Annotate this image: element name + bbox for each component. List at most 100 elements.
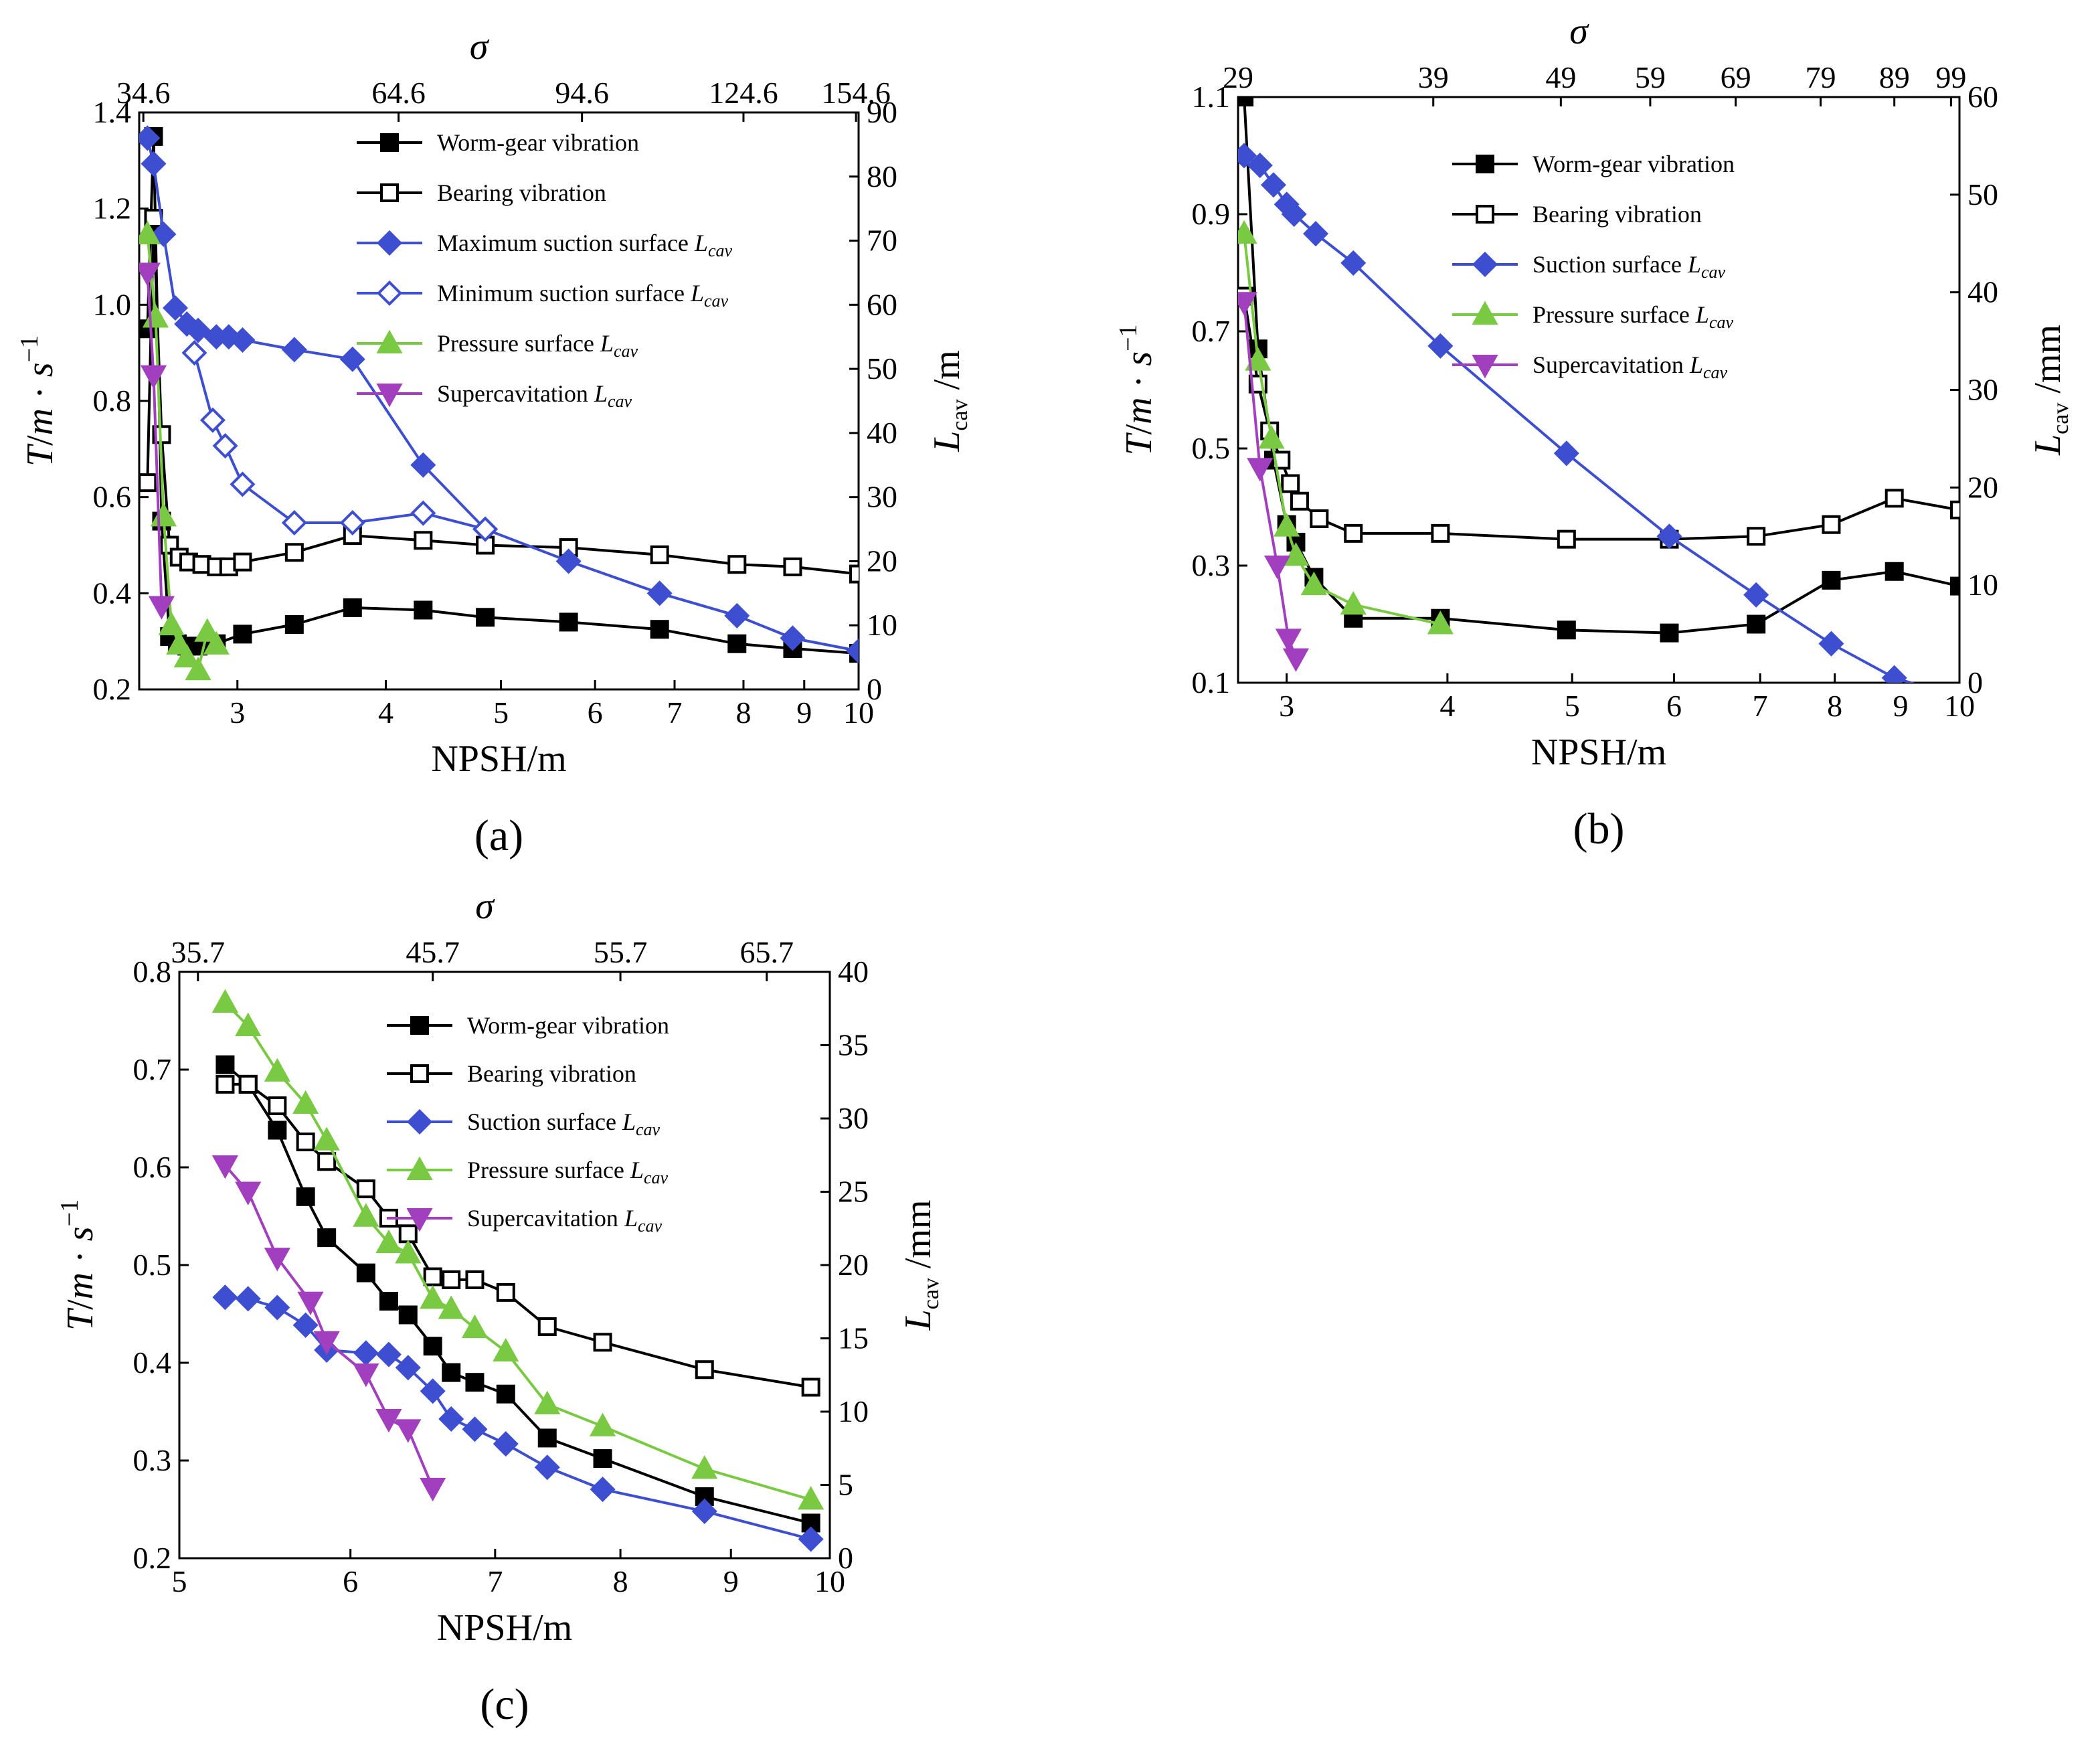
y-left-tick-label: 0.6 xyxy=(93,480,132,514)
y-left-tick-label: 0.7 xyxy=(1192,314,1231,348)
legend-label-symbol: L xyxy=(1689,351,1703,378)
data-point xyxy=(292,1312,319,1338)
data-point xyxy=(139,473,157,493)
series-minimum-suction-surface-l-cav xyxy=(181,340,499,542)
y-left-tick-label: 0.2 xyxy=(133,1541,172,1575)
x-tick-label: 7 xyxy=(487,1564,503,1598)
y-left-axis-label-symbol: T xyxy=(1118,432,1160,456)
data-point xyxy=(801,1378,820,1397)
x-tick-label: 4 xyxy=(378,695,393,730)
series-supercavitation-l-cav xyxy=(211,1155,446,1502)
x-axis-label: NPSH/m xyxy=(1531,732,1666,773)
x-tick-label: 7 xyxy=(1753,689,1768,723)
data-point xyxy=(162,295,189,321)
y-left-axis-label: T/m · s−1 xyxy=(15,335,61,467)
legend-label-text: Pressure surface xyxy=(1533,301,1696,328)
data-point xyxy=(420,1285,446,1309)
data-point xyxy=(1660,623,1679,643)
legend-label: Supercavitation Lcav xyxy=(1533,351,1728,382)
x-axis-label: NPSH/m xyxy=(437,1607,572,1649)
data-point xyxy=(783,557,802,576)
y-left-tick-label: 0.9 xyxy=(1192,197,1231,231)
legend-label: Suction surface Lcav xyxy=(467,1108,661,1139)
data-point xyxy=(194,618,221,642)
x-tick-label: 8 xyxy=(613,1564,628,1598)
data-point xyxy=(493,1337,519,1362)
data-point xyxy=(1238,292,1257,316)
y-left-axis-label-unit: s xyxy=(19,362,61,377)
data-point xyxy=(296,1187,315,1206)
data-point xyxy=(284,615,304,635)
y-right-axis-label-subscript: cav xyxy=(948,399,972,430)
legend-marker xyxy=(1476,205,1494,224)
data-point xyxy=(339,509,365,536)
y-left-tick-label: 1.4 xyxy=(93,95,132,129)
data-point xyxy=(724,602,750,629)
data-point xyxy=(211,989,239,1013)
data-point xyxy=(476,608,495,627)
y-right-tick-label: 50 xyxy=(1967,177,1998,212)
y-right-tick-label: 20 xyxy=(1967,470,1998,504)
y-right-axis-label-unit: /mm xyxy=(897,1199,939,1278)
legend-item: Pressure surface Lcav xyxy=(387,1156,668,1187)
data-point xyxy=(356,1263,375,1282)
top-tick-label: 29 xyxy=(1223,60,1253,94)
data-point xyxy=(1260,172,1286,198)
x-tick-label: 9 xyxy=(723,1564,739,1598)
panel-caption: (a) xyxy=(474,811,523,860)
data-point xyxy=(292,1090,319,1114)
data-point xyxy=(1950,576,1959,596)
y-left-axis-label: T/m · s−1 xyxy=(56,1199,101,1331)
y-right-tick-label: 70 xyxy=(867,224,897,258)
legend-label-text: Maximum suction surface xyxy=(437,230,695,256)
data-point xyxy=(727,555,747,574)
y-left-axis-label-symbol: T xyxy=(19,443,61,467)
data-point xyxy=(1300,571,1327,596)
data-point xyxy=(537,1428,557,1448)
legend: Worm-gear vibration Bearing vibration Maxi… xyxy=(357,129,732,411)
data-point xyxy=(212,1284,238,1311)
legend-label-symbol: L xyxy=(694,230,708,256)
data-point xyxy=(695,1360,714,1380)
data-point xyxy=(281,337,307,363)
top-axis-label: σ xyxy=(1569,11,1589,52)
y-right-axis-label-symbol: L xyxy=(926,431,968,452)
y-left-axis-label-unit: s xyxy=(1118,351,1160,366)
y-left-axis-label: T/m · s−1 xyxy=(1114,324,1160,455)
x-tick-label: 3 xyxy=(1279,689,1294,723)
x-tick-label: 9 xyxy=(796,695,812,730)
data-point xyxy=(1818,631,1844,657)
y-left-tick-label: 1.2 xyxy=(93,191,132,226)
panel-caption: (c) xyxy=(480,1680,529,1729)
plot-frame xyxy=(1237,96,1961,684)
data-point xyxy=(353,1203,379,1227)
data-point xyxy=(395,1355,421,1381)
y-left-axis-label-exponent: −1 xyxy=(56,1199,84,1226)
legend-label: Pressure surface Lcav xyxy=(467,1157,668,1187)
legend-label-symbol: L xyxy=(1687,251,1701,278)
y-right-tick-label: 0 xyxy=(838,1541,853,1575)
data-point xyxy=(1885,489,1904,508)
data-point xyxy=(493,1431,519,1457)
legend-label-subscript: cav xyxy=(638,1216,663,1236)
data-point xyxy=(268,1096,287,1116)
top-tick-label: 94.6 xyxy=(555,76,609,110)
data-point xyxy=(398,1224,418,1244)
data-point xyxy=(1310,509,1329,528)
data-point xyxy=(1822,570,1841,590)
y-right-axis-label-unit: /m xyxy=(926,350,968,399)
data-point xyxy=(472,516,499,542)
legend-label-text: Supercavitation xyxy=(437,380,594,407)
data-point xyxy=(537,1317,557,1336)
legend-label: Worm-gear vibration xyxy=(467,1012,669,1039)
x-tick-label: 6 xyxy=(343,1564,358,1598)
series-pressure-surface-l-cav xyxy=(139,220,230,681)
legend-label-symbol: L xyxy=(690,280,704,307)
y-left-tick-label: 0.8 xyxy=(93,384,132,418)
top-tick-label: 39 xyxy=(1418,60,1449,94)
legend-marker xyxy=(376,384,403,408)
x-tick-label: 3 xyxy=(230,695,245,730)
data-point xyxy=(230,327,256,353)
legend-label: Suction surface Lcav xyxy=(1533,251,1726,282)
data-point xyxy=(1238,220,1257,244)
